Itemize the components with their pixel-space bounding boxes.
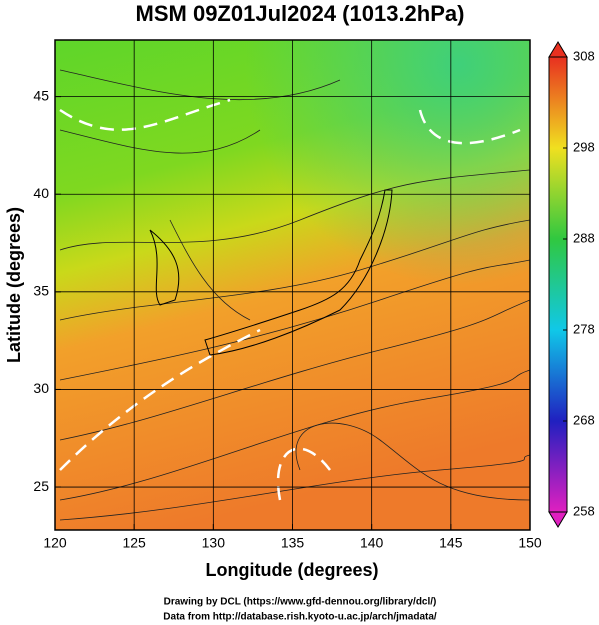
x-tick-label: 145 <box>439 535 463 551</box>
y-tick-label: 25 <box>33 478 49 494</box>
x-tick-label: 120 <box>43 535 67 551</box>
footer: Data from http://database.rish.kyoto-u.a… <box>163 612 437 623</box>
colorbar-top <box>548 41 568 58</box>
y-tick-label: 45 <box>33 87 49 103</box>
footer: Drawing by DCL (https://www.gfd-dennou.o… <box>164 597 437 608</box>
colorbar-tick-label: 268 <box>573 412 595 427</box>
x-tick-label: 150 <box>518 535 542 551</box>
x-tick-label: 130 <box>202 535 226 551</box>
x-tick-label: 125 <box>122 535 146 551</box>
x-tick-label: 135 <box>281 535 305 551</box>
colorbar-tick-label: 278 <box>573 321 595 336</box>
coastline <box>149 229 180 306</box>
x-tick-label: 140 <box>360 535 384 551</box>
colorbar <box>548 56 568 513</box>
y-tick-label: 30 <box>33 380 49 396</box>
y-axis-label: Latitude (degrees) <box>4 207 24 363</box>
y-tick-label: 35 <box>33 283 49 299</box>
colorbar-bottom <box>548 511 568 528</box>
colorbar-tick-label: 258 <box>573 503 595 518</box>
contours <box>59 98 521 501</box>
streamlines <box>59 69 530 521</box>
colorbar-tick-label: 308 <box>573 48 595 63</box>
colorbar-tick-label: 298 <box>573 139 595 154</box>
coastline <box>204 189 393 356</box>
x-axis-label: Longitude (degrees) <box>205 560 378 580</box>
colorbar-tick-label: 288 <box>573 230 595 245</box>
y-tick-label: 40 <box>33 185 49 201</box>
title: MSM 09Z01Jul2024 (1013.2hPa) <box>136 1 465 26</box>
